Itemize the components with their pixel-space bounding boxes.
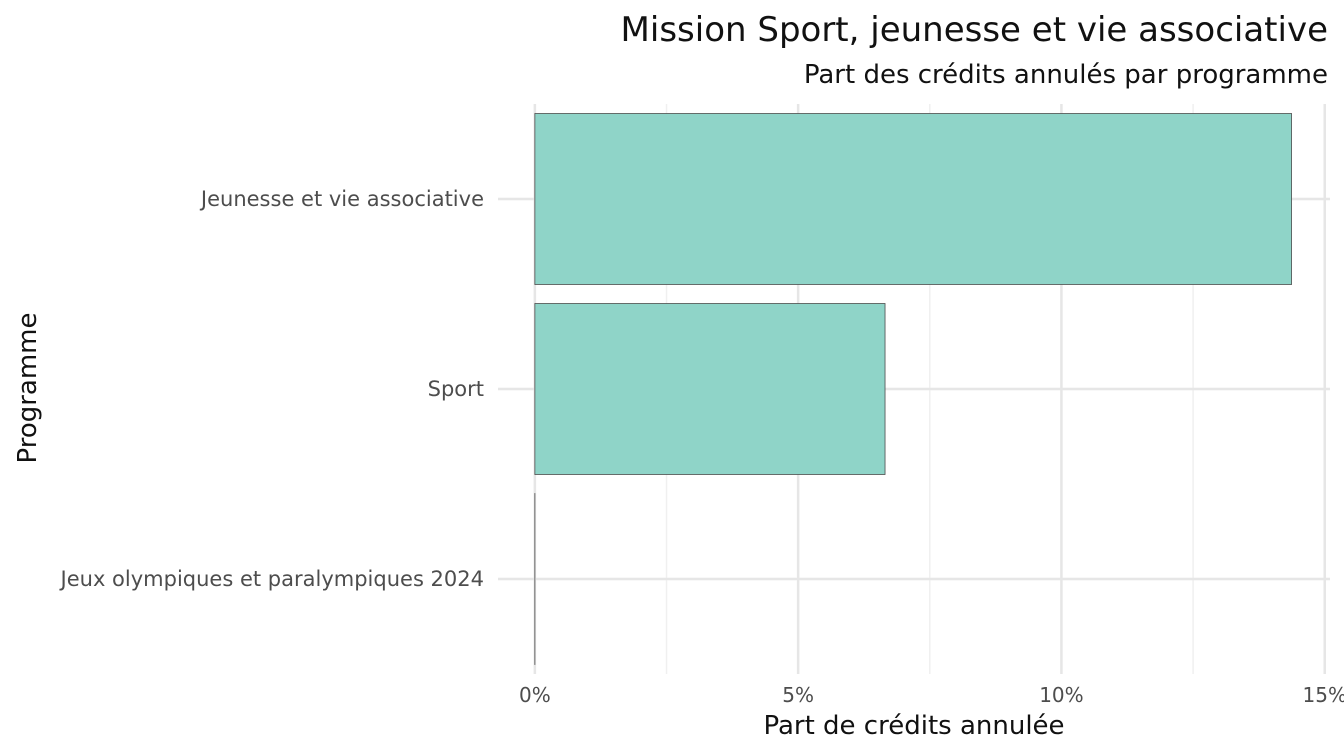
- x-tick-labels: 0% 5% 10% 15%: [519, 683, 1344, 707]
- chart-title: Mission Sport, jeunesse et vie associati…: [621, 10, 1328, 50]
- bar-layer: [534, 113, 1292, 665]
- bar: [534, 303, 886, 475]
- category-labels: Jeunesse et vie associative Sport Jeux oly…: [59, 187, 484, 591]
- category-label: Jeunesse et vie associative: [199, 187, 484, 211]
- category-label: Jeux olympiques et paralympiques 2024: [59, 567, 484, 591]
- bar: [534, 113, 1292, 285]
- x-tick-label: 5%: [782, 683, 814, 707]
- x-axis-title: Part de crédits annulée: [763, 711, 1064, 741]
- y-axis-title: Programme: [13, 312, 43, 463]
- chart-subtitle: Part des crédits annulés par programme: [804, 60, 1328, 90]
- x-tick-label: 15%: [1303, 683, 1344, 707]
- x-tick-label: 10%: [1039, 683, 1083, 707]
- x-tick-label: 0%: [519, 683, 551, 707]
- category-label: Sport: [428, 377, 484, 401]
